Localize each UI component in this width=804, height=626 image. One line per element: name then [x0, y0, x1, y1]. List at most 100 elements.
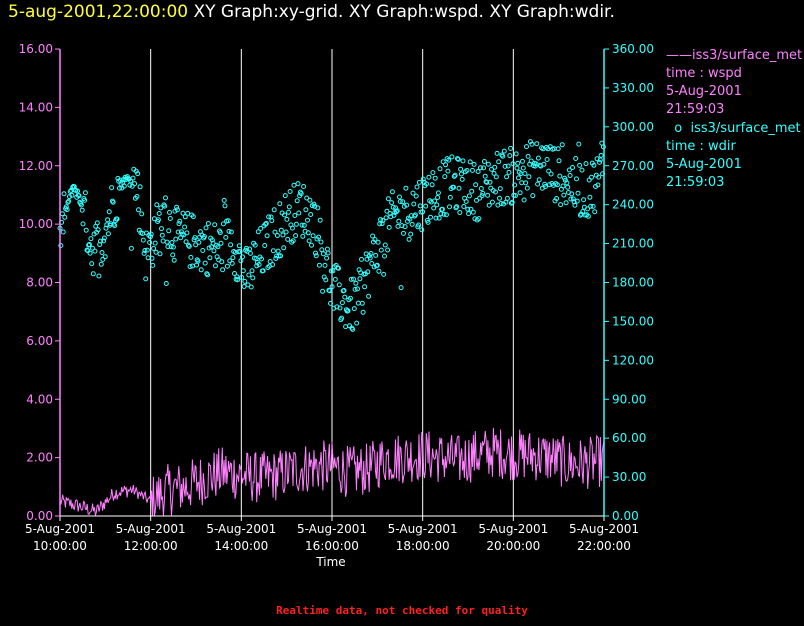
wdir-point	[453, 205, 459, 211]
wdir-point	[289, 225, 295, 231]
wdir-point	[566, 167, 572, 173]
left-tick-label: 6.00	[26, 334, 53, 348]
wdir-point	[467, 159, 473, 165]
wdir-point	[382, 253, 387, 259]
wdir-point	[285, 236, 291, 242]
wdir-point	[494, 150, 500, 156]
wdir-point	[177, 218, 183, 224]
wdir-point	[382, 242, 388, 248]
wdir-point	[351, 306, 357, 312]
wdir-point	[412, 212, 418, 218]
wdir-point	[230, 255, 236, 261]
wdir-point	[215, 244, 221, 250]
wdir-point	[163, 195, 168, 201]
wdir-point	[309, 242, 314, 248]
wdir-point	[484, 179, 490, 185]
wdir-point	[193, 242, 199, 248]
wdir-point	[558, 202, 564, 208]
wdir-point	[389, 189, 395, 195]
wdir-point	[324, 255, 330, 261]
wdir-point	[136, 207, 141, 213]
wdir-point	[300, 233, 306, 239]
wdir-point	[336, 265, 341, 271]
wdir-point	[299, 222, 305, 228]
wdir-point	[152, 240, 158, 246]
wdir-point	[212, 222, 218, 228]
wdir-point	[301, 184, 307, 189]
wdir-point	[554, 182, 560, 188]
wdir-point	[156, 211, 162, 216]
wdir-point	[315, 205, 321, 211]
wdir-point	[198, 267, 204, 273]
wdir-point	[532, 163, 538, 169]
wdir-point	[211, 248, 217, 254]
wdir-point	[186, 243, 192, 249]
wdir-point	[66, 198, 72, 204]
wdir-point	[420, 176, 426, 182]
wdir-point	[398, 285, 404, 291]
wdir-point	[182, 214, 188, 220]
x-tick-date: 5-Aug-2001	[388, 522, 458, 536]
wdir-point	[502, 163, 508, 169]
wdir-point	[135, 171, 141, 177]
wdir-point	[391, 212, 397, 218]
wdir-point	[169, 240, 175, 245]
x-tick-time: 22:00:00	[577, 539, 631, 553]
wdir-point	[524, 185, 530, 191]
right-tick-label: 0.00	[612, 509, 639, 523]
wdir-point	[557, 173, 563, 179]
wdir-point	[596, 174, 602, 180]
wdir-point	[543, 184, 548, 189]
wdir-point	[195, 258, 201, 264]
wdir-point	[159, 232, 165, 238]
wdir-point	[386, 224, 392, 230]
wdir-point	[121, 183, 127, 189]
wdir-point	[313, 253, 319, 259]
wdir-point	[487, 179, 493, 185]
wdir-point	[429, 182, 435, 188]
wdir-point	[343, 324, 349, 330]
wdir-point	[292, 213, 298, 218]
wdir-point	[355, 286, 360, 292]
wdir-point	[560, 183, 566, 189]
wdir-point	[303, 207, 309, 213]
wdir-point	[570, 165, 575, 170]
wdir-point	[263, 220, 269, 226]
wdir-point	[318, 239, 324, 245]
right-tick-label: 270.00	[612, 159, 654, 173]
wdir-point	[591, 162, 597, 168]
wdir-point	[542, 181, 548, 187]
wdir-point	[359, 256, 364, 262]
wdir-point	[92, 248, 98, 254]
wdir-point	[434, 202, 440, 208]
vertical-grid	[150, 49, 605, 516]
wdir-point	[182, 224, 188, 230]
wdir-point	[322, 262, 328, 268]
wdir-point	[492, 164, 498, 170]
wdir-point	[574, 198, 580, 204]
wdir-point	[559, 142, 565, 148]
x-tick-time: 20:00:00	[486, 539, 540, 553]
wdir-point	[387, 211, 393, 216]
wdir-point	[569, 191, 575, 197]
wdir-point	[132, 181, 138, 187]
wdir-point	[157, 251, 163, 257]
wdir-point	[574, 176, 579, 182]
wdir-point	[202, 260, 208, 266]
legend-wdir-time: 21:59:03	[666, 175, 725, 190]
wdir-point	[555, 146, 561, 152]
right-tick-label: 180.00	[612, 276, 654, 290]
wdir-point	[486, 202, 492, 208]
wdir-point	[267, 259, 273, 264]
wdir-point	[209, 237, 215, 243]
wdir-point	[369, 261, 375, 266]
wdir-point	[521, 197, 527, 203]
wdir-point	[378, 217, 383, 223]
wdir-point	[414, 184, 420, 190]
wdir-point	[534, 141, 540, 147]
wdir-point	[522, 171, 528, 176]
wdir-point	[260, 268, 266, 274]
wdir-point	[327, 288, 333, 294]
wdir-point	[546, 168, 552, 174]
wdir-point	[474, 197, 479, 203]
